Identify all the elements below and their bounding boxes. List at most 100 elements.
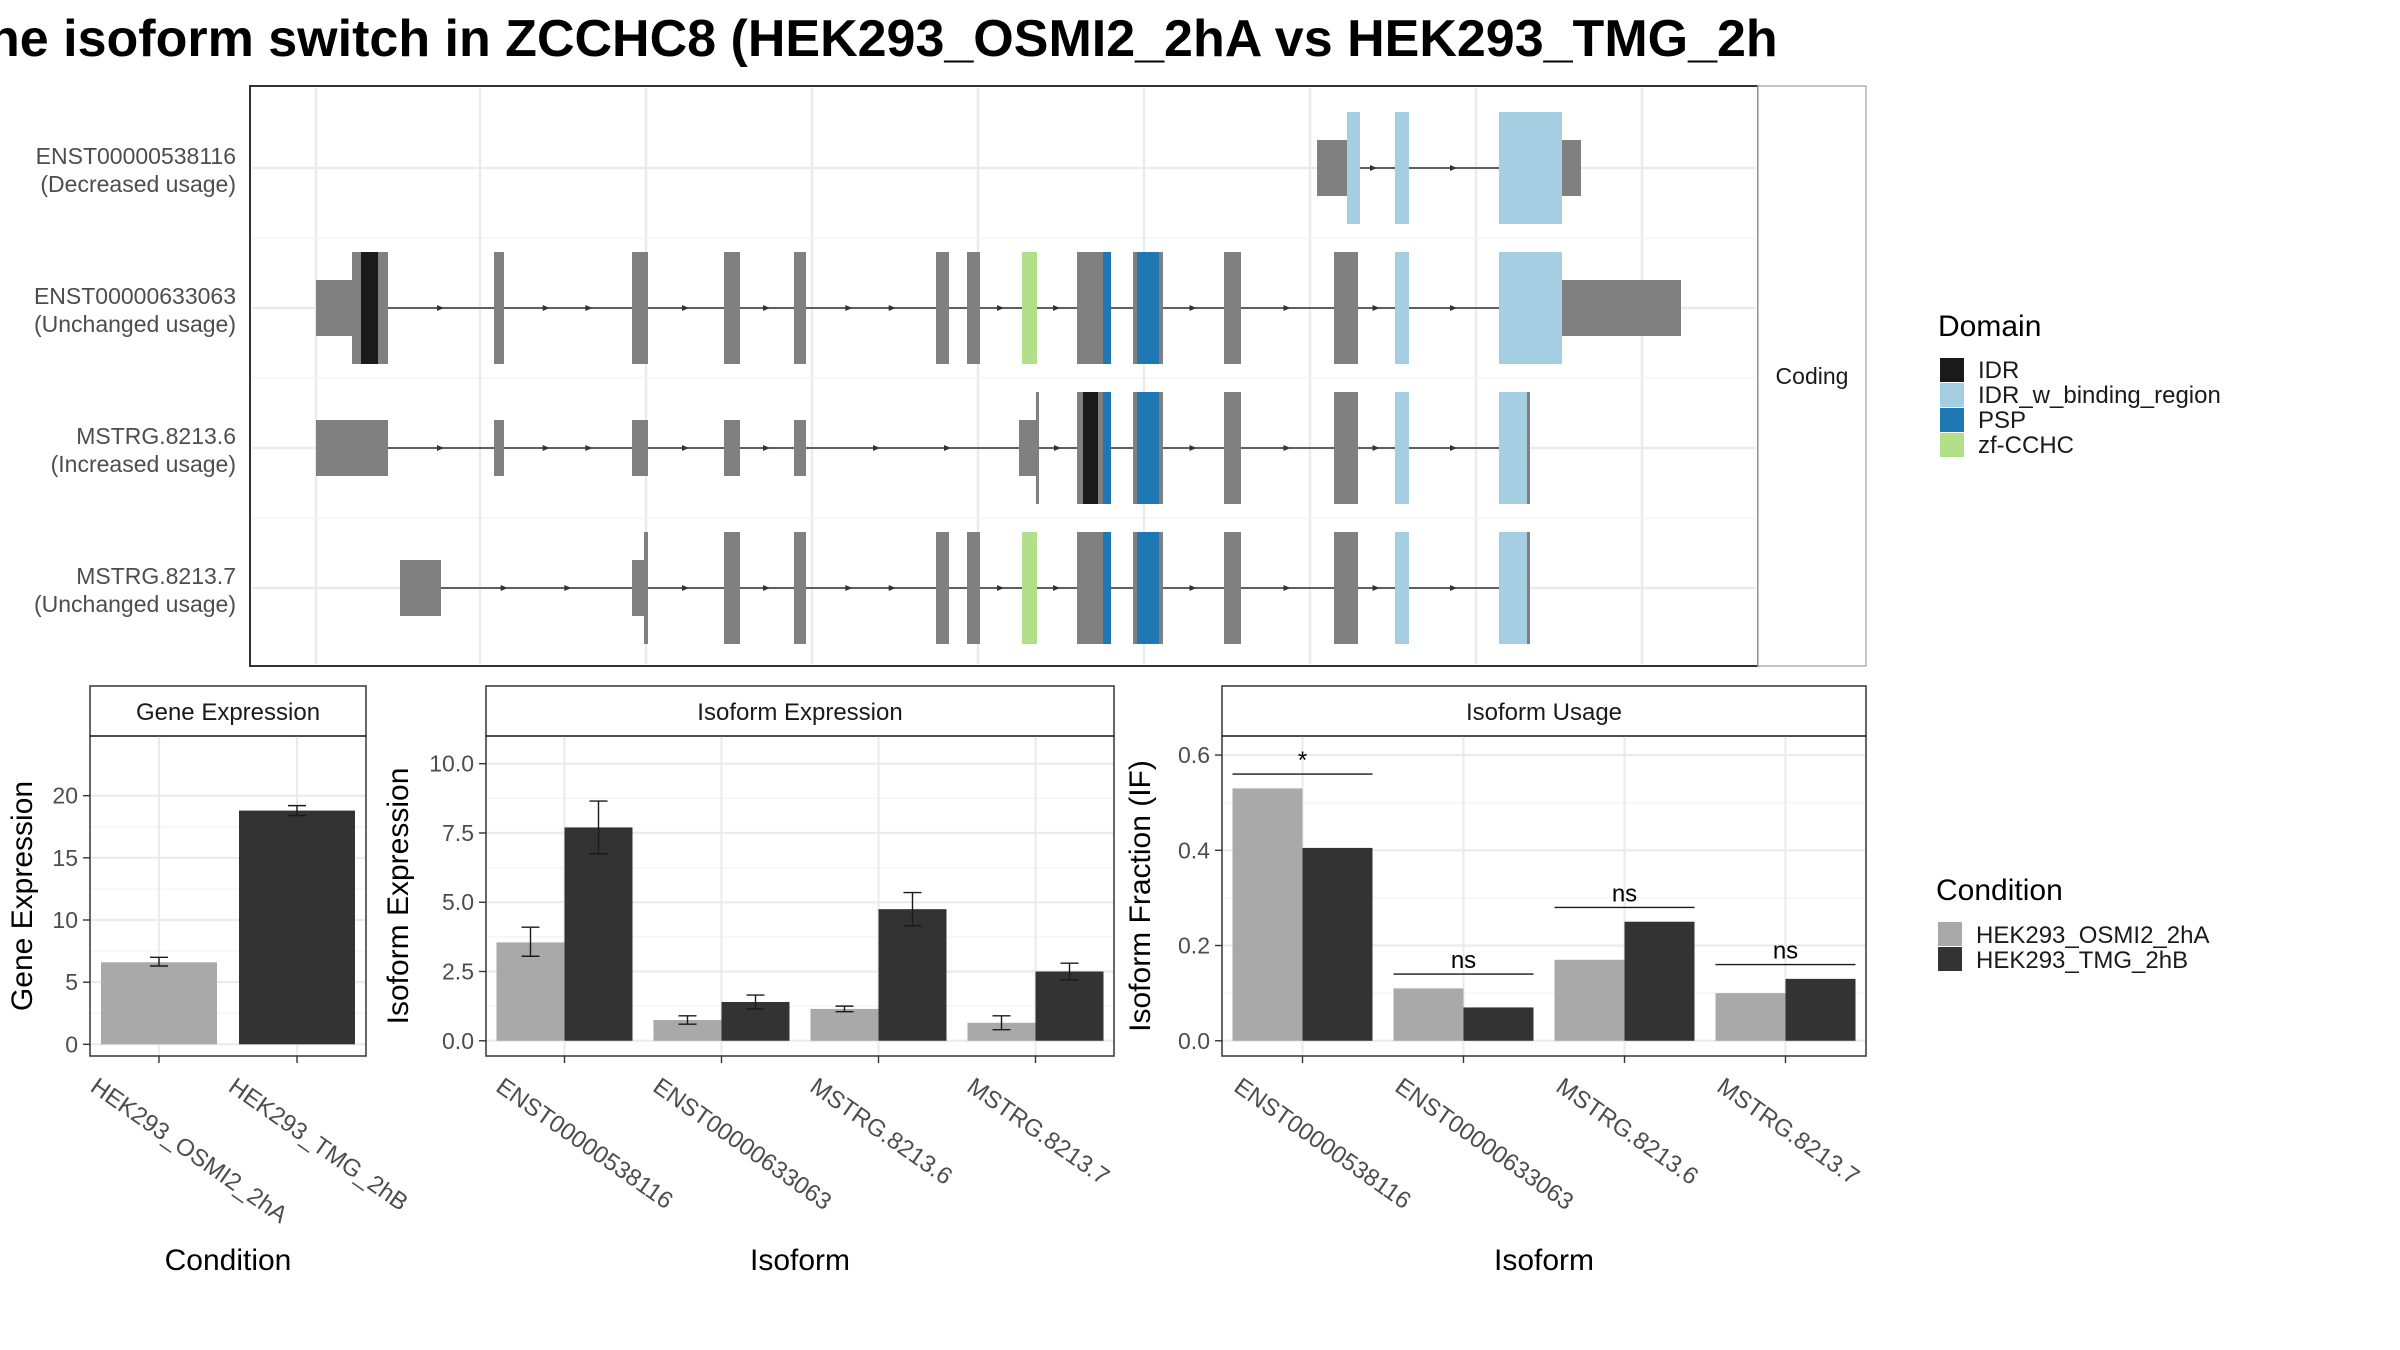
x-tick-label: MSTRG.8213.7: [1712, 1073, 1864, 1191]
exon: [1317, 140, 1347, 196]
isoform-id-label: ENST00000633063: [34, 283, 236, 309]
y-tick-label: 2.5: [442, 958, 474, 984]
x-tick-label: ENST00000538116: [1229, 1073, 1416, 1215]
y-tick-label: 20: [52, 783, 78, 809]
intron-arrow: [682, 445, 689, 451]
condition-swatch-a: [1938, 922, 1962, 946]
intron-arrow: [1053, 305, 1060, 311]
intron-arrow: [682, 305, 689, 311]
domain-region: [1395, 112, 1409, 224]
isoform-usage-panel: Isoform Usage * ENST00000538116 ns ENST0000…: [1124, 685, 1867, 1277]
exon: [794, 532, 806, 644]
domain-region: [1083, 392, 1098, 504]
intron-arrow: [1054, 445, 1061, 451]
intron-arrow: [585, 305, 593, 311]
intron-arrow: [564, 585, 572, 591]
intron-arrow: [845, 305, 853, 311]
exon: [1334, 532, 1358, 644]
domain-region: [1347, 112, 1360, 224]
condition-legend-label: HEK293_TMG_2hB: [1976, 947, 2188, 974]
intron-arrow: [1189, 585, 1197, 591]
exon: [1019, 420, 1036, 476]
intron-arrow: [1450, 305, 1457, 311]
isoform-usage-strip-title: Isoform Usage: [1466, 699, 1622, 726]
intron-arrow: [1283, 585, 1291, 591]
exon: [967, 532, 980, 644]
exon: [400, 560, 441, 616]
isoform-expression-frame: [485, 735, 1115, 1057]
bar: [967, 1022, 1036, 1041]
intron-arrow: [1283, 445, 1291, 451]
bar: [101, 962, 217, 1045]
domain-region: [1103, 392, 1111, 504]
bar: [1302, 847, 1373, 1041]
intron-arrow: [888, 585, 896, 591]
isoform-usage-y-label: Isoform Fraction (IF): [1124, 760, 1157, 1032]
exon: [967, 252, 980, 364]
domain-region: [1499, 252, 1562, 364]
intron-arrow: [542, 305, 550, 311]
domain-legend-label: IDR: [1978, 357, 2019, 384]
domain-swatch-zf-CCHC: [1940, 433, 1964, 457]
isoform-track: [1317, 112, 1581, 224]
intron-arrow: [1370, 165, 1377, 171]
exon: [316, 280, 352, 336]
y-tick-label: 10.0: [429, 751, 474, 777]
isoform-usage-label: (Decreased usage): [40, 171, 236, 197]
structure-tracks: [316, 112, 1681, 644]
domain-swatch-IDR-w-binding-region: [1940, 383, 1964, 407]
isoform-expression-panel: Isoform Expression ENST00000538116ENST00…: [382, 685, 1115, 1277]
domain-region: [1137, 392, 1159, 504]
intron-arrow: [1372, 445, 1380, 451]
exon: [1224, 392, 1241, 504]
intron-arrow: [1372, 585, 1380, 591]
exon: [1224, 532, 1241, 644]
structure-facet-strip: [1757, 85, 1867, 667]
intron-arrow: [1450, 165, 1457, 171]
intron-arrow: [763, 585, 770, 591]
structure-panel: ENST00000538116(Decreased usage) ENST0000…: [34, 85, 1867, 667]
isoform-usage-frame: [1221, 735, 1867, 1057]
bar: [239, 810, 355, 1045]
intron-arrow: [437, 305, 444, 311]
bar: [1624, 921, 1695, 1041]
y-tick-label: 10: [52, 907, 78, 933]
y-tick-label: 0.0: [1178, 1028, 1210, 1054]
bar: [810, 1008, 879, 1041]
exon: [1036, 392, 1039, 504]
gene-expression-strip-title: Gene Expression: [136, 699, 320, 726]
domain-region: [1499, 392, 1527, 504]
intron-arrow: [1450, 445, 1457, 451]
domain-swatch-PSP: [1940, 408, 1964, 432]
exon: [724, 532, 740, 644]
exon: [632, 252, 648, 364]
y-tick-label: 7.5: [442, 820, 474, 846]
bar: [653, 1019, 722, 1041]
isoform-usage-strip: [1221, 685, 1867, 737]
bar: [1715, 993, 1786, 1041]
y-tick-label: 15: [52, 845, 78, 871]
isoform-track: [316, 252, 1681, 364]
intron-arrow: [845, 585, 853, 591]
domain-region: [1395, 392, 1409, 504]
bar: [1232, 788, 1303, 1041]
intron-arrow: [763, 305, 770, 311]
exon: [1562, 140, 1581, 196]
intron-arrow: [1283, 305, 1291, 311]
isoform-track: [316, 392, 1530, 504]
intron-arrow: [873, 445, 880, 451]
isoform-expression-x-label: Isoform: [750, 1244, 850, 1277]
exon: [494, 420, 504, 476]
gene-expression-x-label: Condition: [165, 1244, 292, 1277]
bar: [1554, 959, 1625, 1041]
figure-title: ne isoform switch in ZCCHC8 (HEK293_OSMI…: [0, 10, 1778, 68]
x-tick-label: MSTRG.8213.6: [1551, 1073, 1703, 1191]
intron-arrow: [437, 445, 444, 451]
intron-arrow: [1189, 445, 1197, 451]
domain-region: [1395, 252, 1409, 364]
intron-arrow: [585, 445, 593, 451]
isoform-track: [400, 532, 1530, 644]
structure-row-labels: ENST00000538116(Decreased usage) ENST0000…: [34, 143, 236, 617]
x-tick-label: MSTRG.8213.6: [805, 1073, 957, 1191]
